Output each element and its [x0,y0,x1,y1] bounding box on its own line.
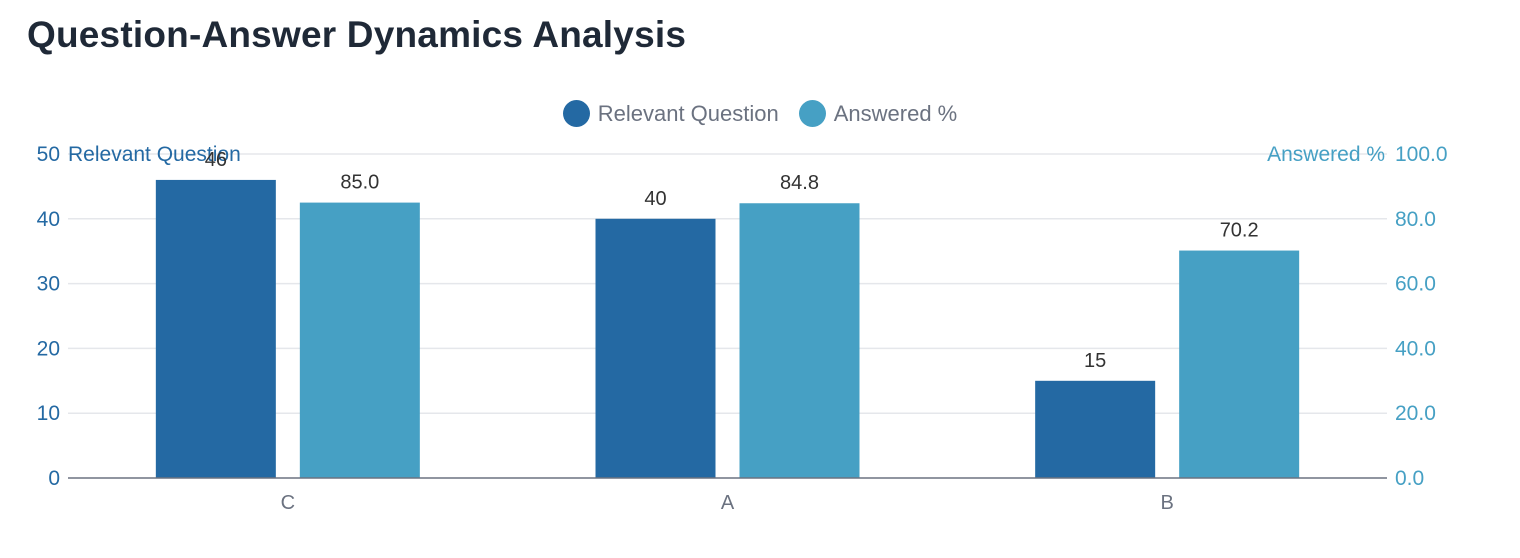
data-label-answered-pct: 85.0 [340,172,379,194]
bar-answered-pct[interactable] [739,203,860,479]
y-right-tick-label: 20.0 [1395,402,1436,425]
y-right-axis-title: Answered % [1267,143,1385,166]
y-left-tick-label: 10 [37,402,60,425]
y-right-tick-label: 40.0 [1395,337,1436,360]
legend-label-answered-pct: Answered % [833,100,958,126]
bar-relevant-question[interactable] [155,179,276,479]
y-left-tick-label: 40 [37,208,60,231]
bar-relevant-question[interactable] [1035,380,1156,478]
y-right-tick-label: 60.0 [1395,273,1436,296]
data-label-answered-pct: 70.2 [1220,220,1259,242]
y-left-tick-label: 0 [48,467,60,490]
bar-answered-pct[interactable] [1179,250,1300,478]
data-label-relevant-question: 15 [1084,350,1106,372]
x-category-label: B [1160,492,1173,514]
legend-item-answered-pct[interactable]: Answered % [798,100,958,127]
legend-label-relevant-question: Relevant Question [597,100,779,126]
y-left-tick-label: 20 [37,337,60,360]
y-left-tick-label: 30 [37,273,60,296]
bar-relevant-question[interactable] [595,218,716,479]
data-label-answered-pct: 84.8 [780,172,819,194]
y-left-tick-label: 50 [37,143,60,166]
legend-swatch-answered-pct [798,100,826,127]
chart-title: Question-Answer Dynamics Analysis [27,14,687,55]
data-label-relevant-question: 46 [205,149,227,171]
y-right-tick-label: 100.0 [1395,143,1448,166]
x-category-label: A [721,492,735,514]
bar-answered-pct[interactable] [299,202,420,478]
x-category-label: C [281,492,295,514]
legend-swatch-relevant-question [562,100,590,127]
chart-legend: Relevant Question Answered % [0,100,1520,127]
y-left-axis-title: Relevant Question [68,143,241,166]
y-right-tick-label: 80.0 [1395,208,1436,231]
legend-item-relevant-question[interactable]: Relevant Question [562,100,779,127]
data-label-relevant-question: 40 [644,188,666,210]
y-right-tick-label: 0.0 [1395,467,1424,490]
